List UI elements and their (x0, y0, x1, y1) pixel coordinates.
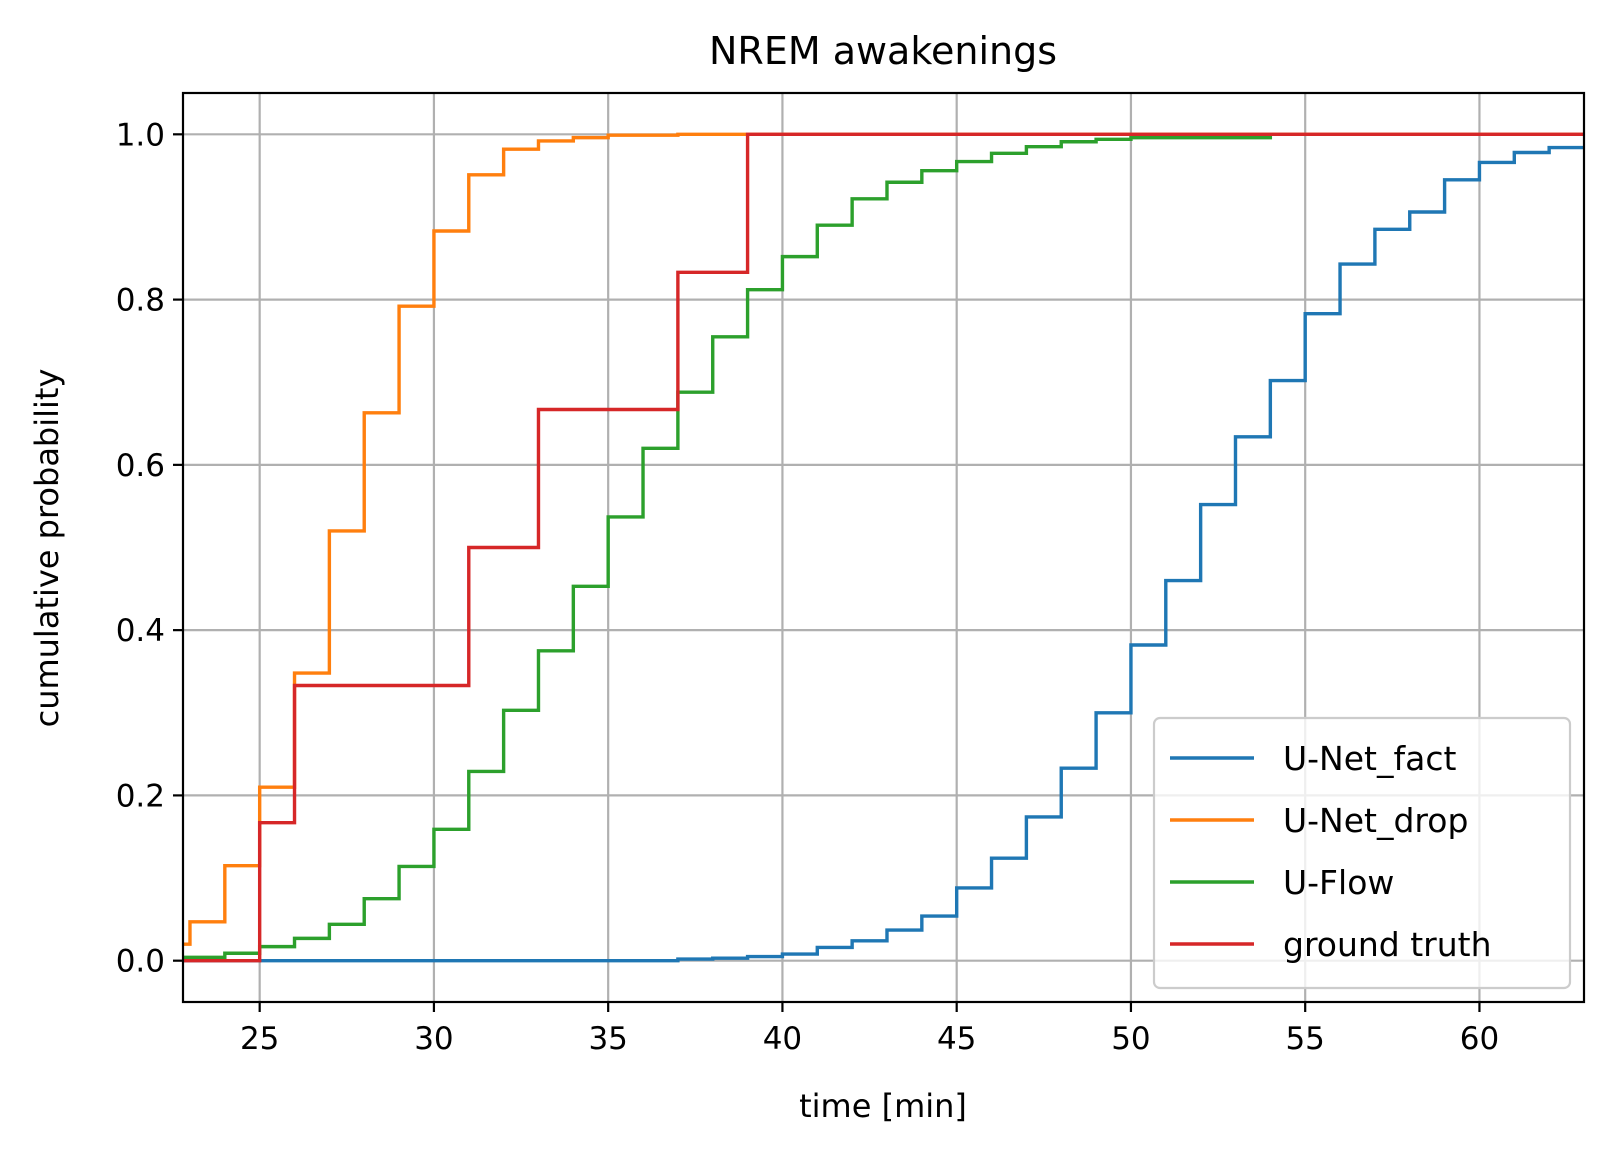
chart-title: NREM awakenings (709, 29, 1057, 73)
series-line-u-net-fact (183, 145, 1584, 963)
axis-ticks: 25 30 35 40 45 50 55 60 0.0 0.2 0.4 0.6 0.8 1.0 (116, 117, 1499, 1057)
series-line-u-flow (183, 135, 1273, 960)
y-axis-label: cumulative probability (28, 369, 66, 728)
series-line-ground-truth (183, 132, 1584, 963)
x-tick-label: 45 (937, 1021, 976, 1057)
x-tick-label: 30 (414, 1021, 453, 1057)
x-tick-label: 60 (1460, 1021, 1499, 1057)
plot-area (183, 132, 1584, 963)
x-tick-label: 25 (240, 1021, 279, 1057)
y-tick-label: 0.2 (116, 778, 165, 814)
legend-label: ground truth (1283, 925, 1492, 964)
x-tick-label: 50 (1111, 1021, 1150, 1057)
x-tick-label: 35 (588, 1021, 627, 1057)
legend-label: U-Flow (1283, 863, 1394, 902)
legend-box (1152, 716, 1572, 990)
x-tick-label: 55 (1285, 1021, 1324, 1057)
y-tick-label: 0.4 (116, 613, 165, 649)
y-tick-label: 1.0 (116, 117, 165, 153)
legend-label: U-Net_drop (1283, 801, 1468, 840)
axes-frame (181, 91, 1586, 1004)
legend-label: U-Net_fact (1283, 739, 1456, 778)
x-axis-label: time [min] (799, 1087, 967, 1125)
y-tick-label: 0.8 (116, 283, 165, 319)
y-tick-label: 0.0 (116, 944, 165, 980)
legend: U-Net_fact U-Net_drop U-Flow ground truth (1152, 716, 1572, 990)
y-tick-label: 0.6 (116, 448, 165, 484)
x-tick-label: 40 (763, 1021, 802, 1057)
